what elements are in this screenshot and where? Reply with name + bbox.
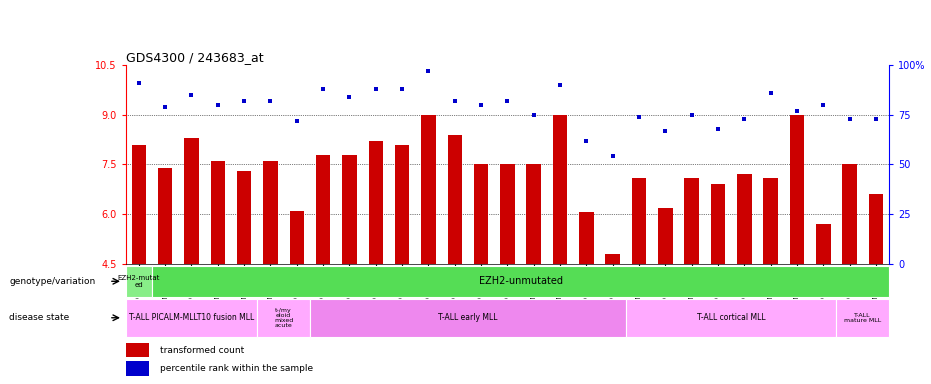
Point bbox=[843, 116, 857, 122]
Bar bbox=[184, 138, 198, 264]
Bar bbox=[816, 224, 830, 264]
Text: disease state: disease state bbox=[9, 313, 70, 322]
Point bbox=[816, 102, 830, 108]
Bar bbox=[290, 211, 304, 264]
Bar bbox=[579, 212, 594, 264]
Text: EZH2-unmutated: EZH2-unmutated bbox=[479, 276, 562, 286]
Text: T-ALL early MLL: T-ALL early MLL bbox=[439, 313, 498, 322]
Point bbox=[631, 114, 646, 120]
Point bbox=[605, 154, 620, 160]
Point bbox=[395, 86, 410, 92]
Point bbox=[869, 116, 884, 122]
Bar bbox=[257, 299, 310, 337]
Point bbox=[316, 86, 331, 92]
Point bbox=[763, 90, 778, 96]
Text: genotype/variation: genotype/variation bbox=[9, 277, 96, 286]
Point bbox=[526, 112, 541, 118]
Point bbox=[684, 112, 699, 118]
Text: T-ALL
mature MLL: T-ALL mature MLL bbox=[844, 313, 882, 323]
Point bbox=[736, 116, 751, 122]
Point bbox=[263, 98, 278, 104]
Point bbox=[579, 137, 594, 144]
Text: transformed count: transformed count bbox=[160, 346, 244, 355]
Bar bbox=[236, 171, 251, 264]
Bar bbox=[474, 164, 488, 264]
Bar bbox=[310, 299, 626, 337]
Point bbox=[710, 126, 725, 132]
Bar bbox=[869, 194, 884, 264]
Bar bbox=[316, 154, 331, 264]
Text: percentile rank within the sample: percentile rank within the sample bbox=[160, 364, 313, 374]
Point bbox=[658, 127, 673, 134]
Point bbox=[236, 98, 251, 104]
Bar bbox=[658, 207, 672, 264]
Point bbox=[342, 94, 357, 100]
Bar bbox=[421, 115, 436, 264]
Bar bbox=[448, 135, 462, 264]
Point bbox=[131, 80, 146, 86]
Bar bbox=[605, 254, 620, 264]
Bar bbox=[369, 141, 383, 264]
Point bbox=[157, 104, 172, 110]
Bar bbox=[131, 145, 146, 264]
Bar bbox=[737, 174, 751, 264]
Text: T-ALL PICALM-MLLT10 fusion MLL: T-ALL PICALM-MLLT10 fusion MLL bbox=[128, 313, 254, 322]
Bar bbox=[836, 299, 889, 337]
Bar bbox=[343, 154, 357, 264]
Bar bbox=[263, 161, 277, 264]
Point bbox=[500, 98, 515, 104]
Bar bbox=[126, 266, 152, 297]
Bar bbox=[500, 164, 515, 264]
Text: EZH2-mutat
ed: EZH2-mutat ed bbox=[117, 275, 160, 288]
Bar bbox=[158, 168, 172, 264]
Bar bbox=[789, 115, 804, 264]
Point bbox=[553, 82, 568, 88]
Bar bbox=[553, 115, 567, 264]
Bar bbox=[527, 164, 541, 264]
Bar bbox=[710, 184, 725, 264]
Text: t-/my
eloid
mixed
acute: t-/my eloid mixed acute bbox=[274, 308, 293, 328]
Point bbox=[474, 102, 489, 108]
Bar bbox=[210, 161, 225, 264]
Bar bbox=[126, 299, 257, 337]
Bar bbox=[126, 343, 149, 358]
Bar bbox=[843, 164, 857, 264]
Bar bbox=[626, 299, 836, 337]
Point bbox=[290, 118, 304, 124]
Point bbox=[184, 92, 199, 98]
Bar bbox=[763, 178, 778, 264]
Point bbox=[447, 98, 462, 104]
Point bbox=[421, 68, 436, 74]
Bar bbox=[395, 145, 410, 264]
Bar bbox=[684, 178, 699, 264]
Bar bbox=[126, 361, 149, 376]
Point bbox=[789, 108, 804, 114]
Text: T-ALL cortical MLL: T-ALL cortical MLL bbox=[696, 313, 765, 322]
Point bbox=[210, 102, 225, 108]
Text: GDS4300 / 243683_at: GDS4300 / 243683_at bbox=[126, 51, 263, 64]
Point bbox=[369, 86, 384, 92]
Bar bbox=[632, 178, 646, 264]
